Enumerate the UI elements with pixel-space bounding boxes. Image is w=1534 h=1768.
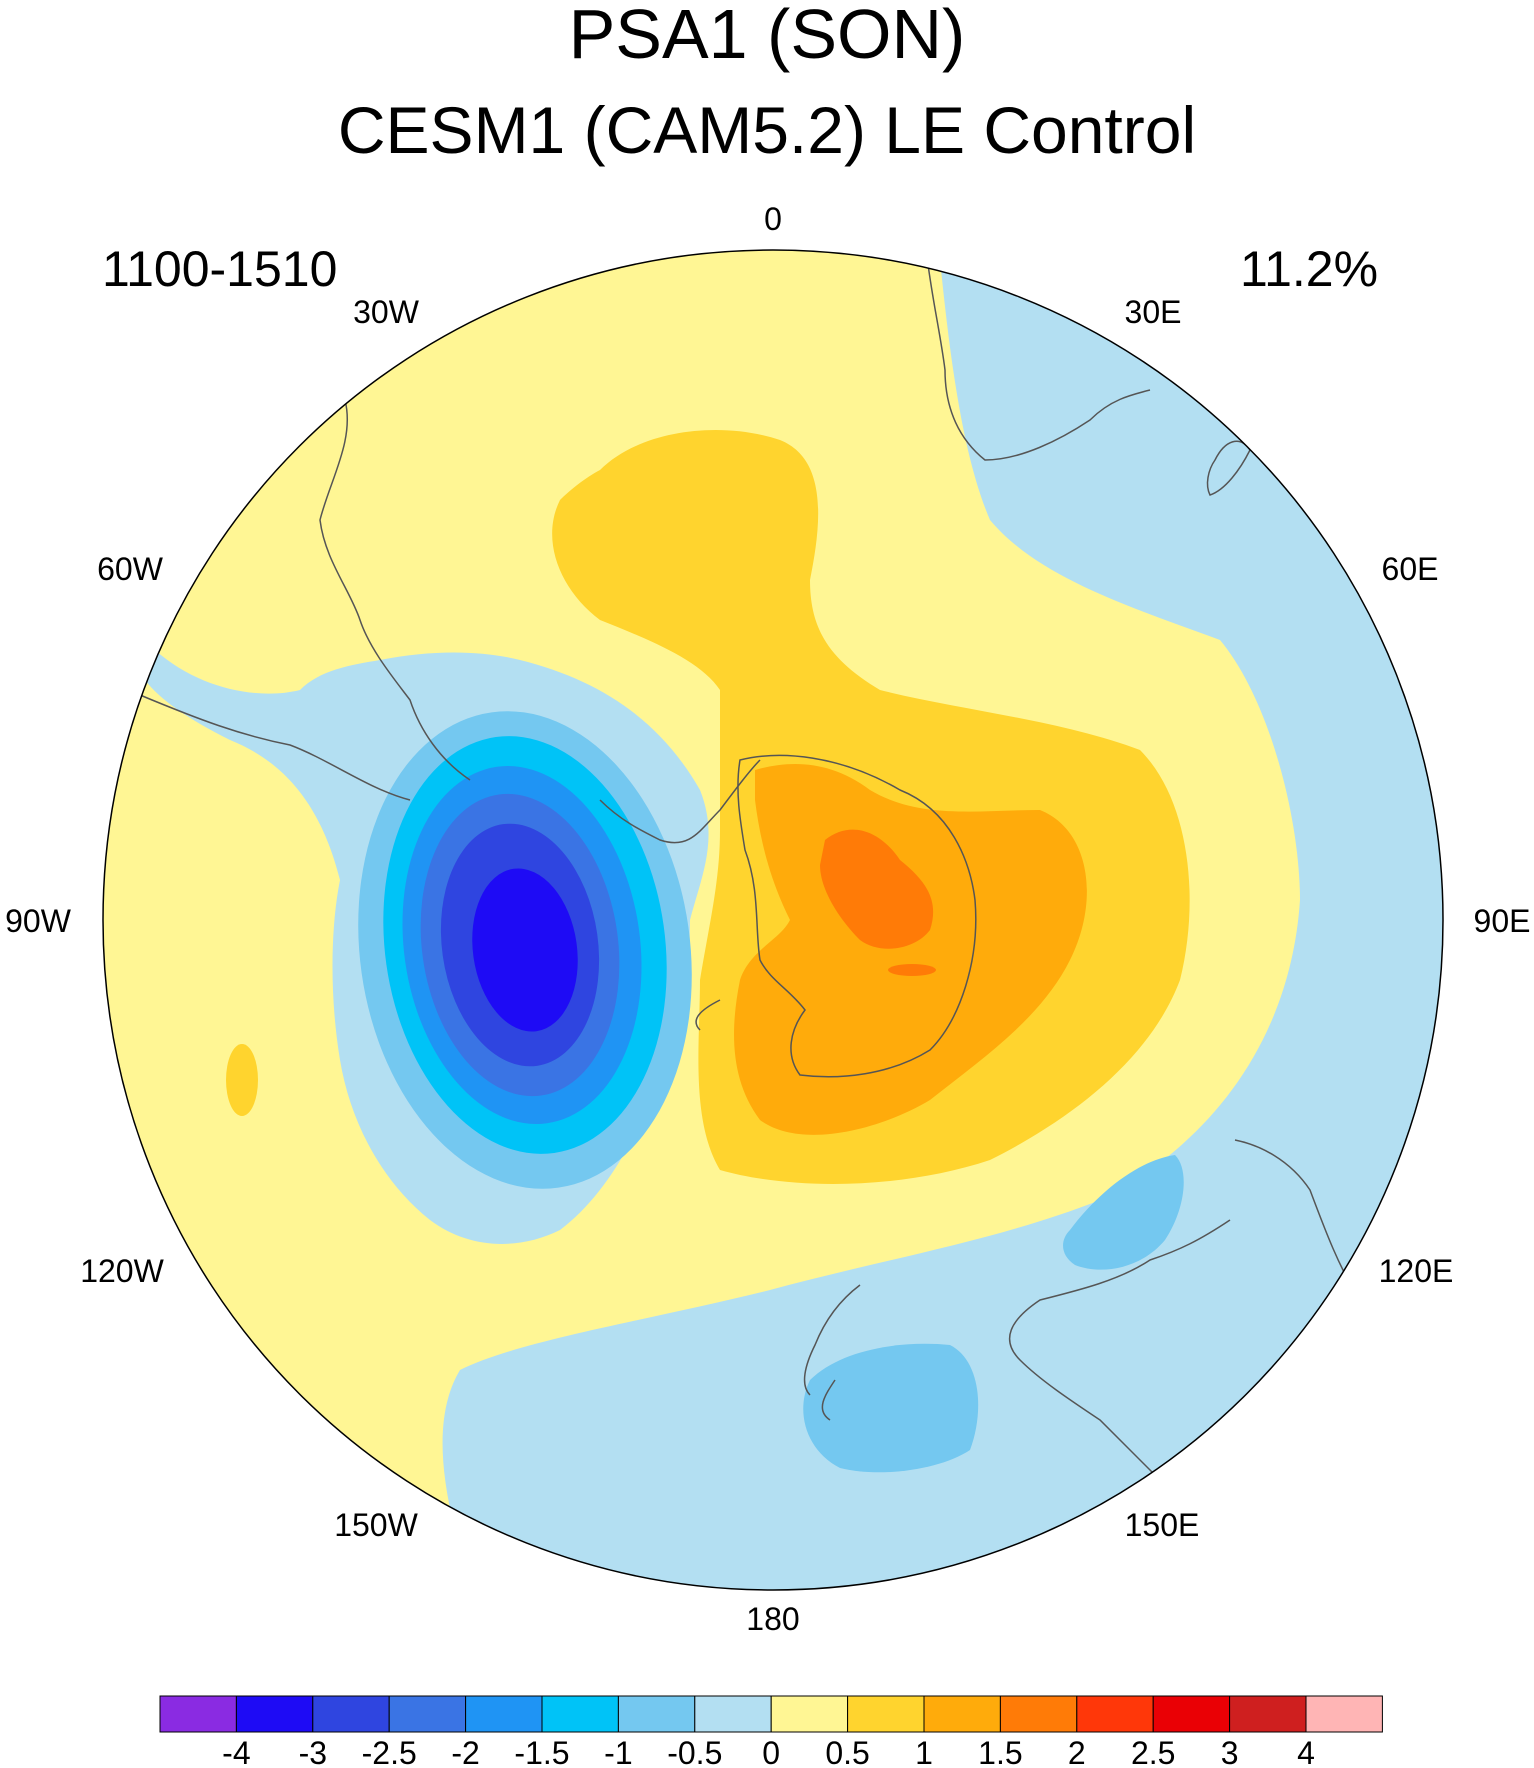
contour-level-neg4 xyxy=(472,868,578,1032)
colorbar-box xyxy=(770,1695,849,1733)
colorbar-label: -0.5 xyxy=(667,1735,722,1768)
colorbar-box xyxy=(999,1695,1078,1733)
colorbar-label: -4 xyxy=(222,1735,250,1768)
contour-level-0.5-west xyxy=(226,1044,258,1116)
colorbar-box xyxy=(617,1695,696,1733)
colorbar-box xyxy=(388,1695,467,1733)
colorbar: -4 -3 -2.5 -2 -1.5 -1 -0.5 0 0.5 1 1.5 2 2.5 3 4 xyxy=(159,1695,1383,1768)
colorbar-box xyxy=(1305,1695,1383,1733)
colorbar-label: -2.5 xyxy=(362,1735,417,1768)
colorbar-labels: -4 -3 -2.5 -2 -1.5 -1 -0.5 0 0.5 1 1.5 2 2.5 3 4 xyxy=(222,1735,1315,1768)
colorbar-box xyxy=(541,1695,619,1733)
colorbar-box xyxy=(1076,1695,1154,1733)
colorbar-label: -3 xyxy=(299,1735,327,1768)
colorbar-boxes xyxy=(159,1695,1383,1733)
colorbar-label: 0 xyxy=(762,1735,780,1768)
colorbar-label: -1 xyxy=(604,1735,632,1768)
colorbar-box xyxy=(694,1695,772,1733)
chart-subtitle: CESM1 (CAM5.2) LE Control xyxy=(337,93,1197,167)
colorbar-label: 1 xyxy=(915,1735,933,1768)
lon-label-120w: 120W xyxy=(80,1253,164,1289)
colorbar-box xyxy=(1229,1695,1307,1733)
contour-level-neg0.5-0 xyxy=(442,250,1443,1590)
lon-label-30e: 30E xyxy=(1125,294,1182,330)
colorbar-box xyxy=(159,1695,237,1733)
colorbar-box xyxy=(312,1695,390,1733)
colorbar-label: 3 xyxy=(1221,1735,1239,1768)
longitude-labels: 0 30E 60E 90E 120E 150E 180 150W 120W 90… xyxy=(5,201,1530,1637)
colorbar-label: -2 xyxy=(451,1735,479,1768)
variance-label: 11.2% xyxy=(1240,241,1379,297)
colorbar-box xyxy=(465,1695,543,1733)
colorbar-label: 2 xyxy=(1068,1735,1086,1768)
lon-label-60e: 60E xyxy=(1382,551,1439,587)
colorbar-label: 2.5 xyxy=(1131,1735,1175,1768)
lon-label-90w: 90W xyxy=(5,903,72,939)
colorbar-box xyxy=(1152,1695,1231,1733)
coastlines xyxy=(139,250,1361,1481)
lon-label-180: 180 xyxy=(746,1601,799,1637)
lon-label-150e: 150E xyxy=(1125,1507,1200,1543)
colorbar-label: -1.5 xyxy=(514,1735,569,1768)
colorbar-box xyxy=(923,1695,1001,1733)
map-boundary xyxy=(102,249,1444,1591)
colorbar-box xyxy=(847,1695,925,1733)
lon-label-90e: 90E xyxy=(1474,903,1531,939)
contour-level-neg1-se1 xyxy=(1063,1155,1184,1270)
contour-field xyxy=(103,250,1443,1590)
contour-level-neg1-se2 xyxy=(803,1343,979,1473)
colorbar-label: 0.5 xyxy=(825,1735,869,1768)
colorbar-label: 1.5 xyxy=(978,1735,1022,1768)
period-label: 1100-1510 xyxy=(102,241,338,297)
lon-label-120e: 120E xyxy=(1379,1253,1454,1289)
contour-level-1.5 xyxy=(820,829,934,949)
colorbar-box xyxy=(235,1695,314,1733)
chart-title: PSA1 (SON) xyxy=(568,0,966,73)
lon-label-150w: 150W xyxy=(334,1507,418,1543)
lon-label-60w: 60W xyxy=(97,551,164,587)
colorbar-label: 4 xyxy=(1297,1735,1315,1768)
lon-label-0: 0 xyxy=(764,201,782,237)
lon-label-30w: 30W xyxy=(353,294,420,330)
polar-map: 0 30E 60E 90E 120E 150E 180 150W 120W 90… xyxy=(5,201,1530,1637)
contour-level-1.5b xyxy=(888,964,936,976)
